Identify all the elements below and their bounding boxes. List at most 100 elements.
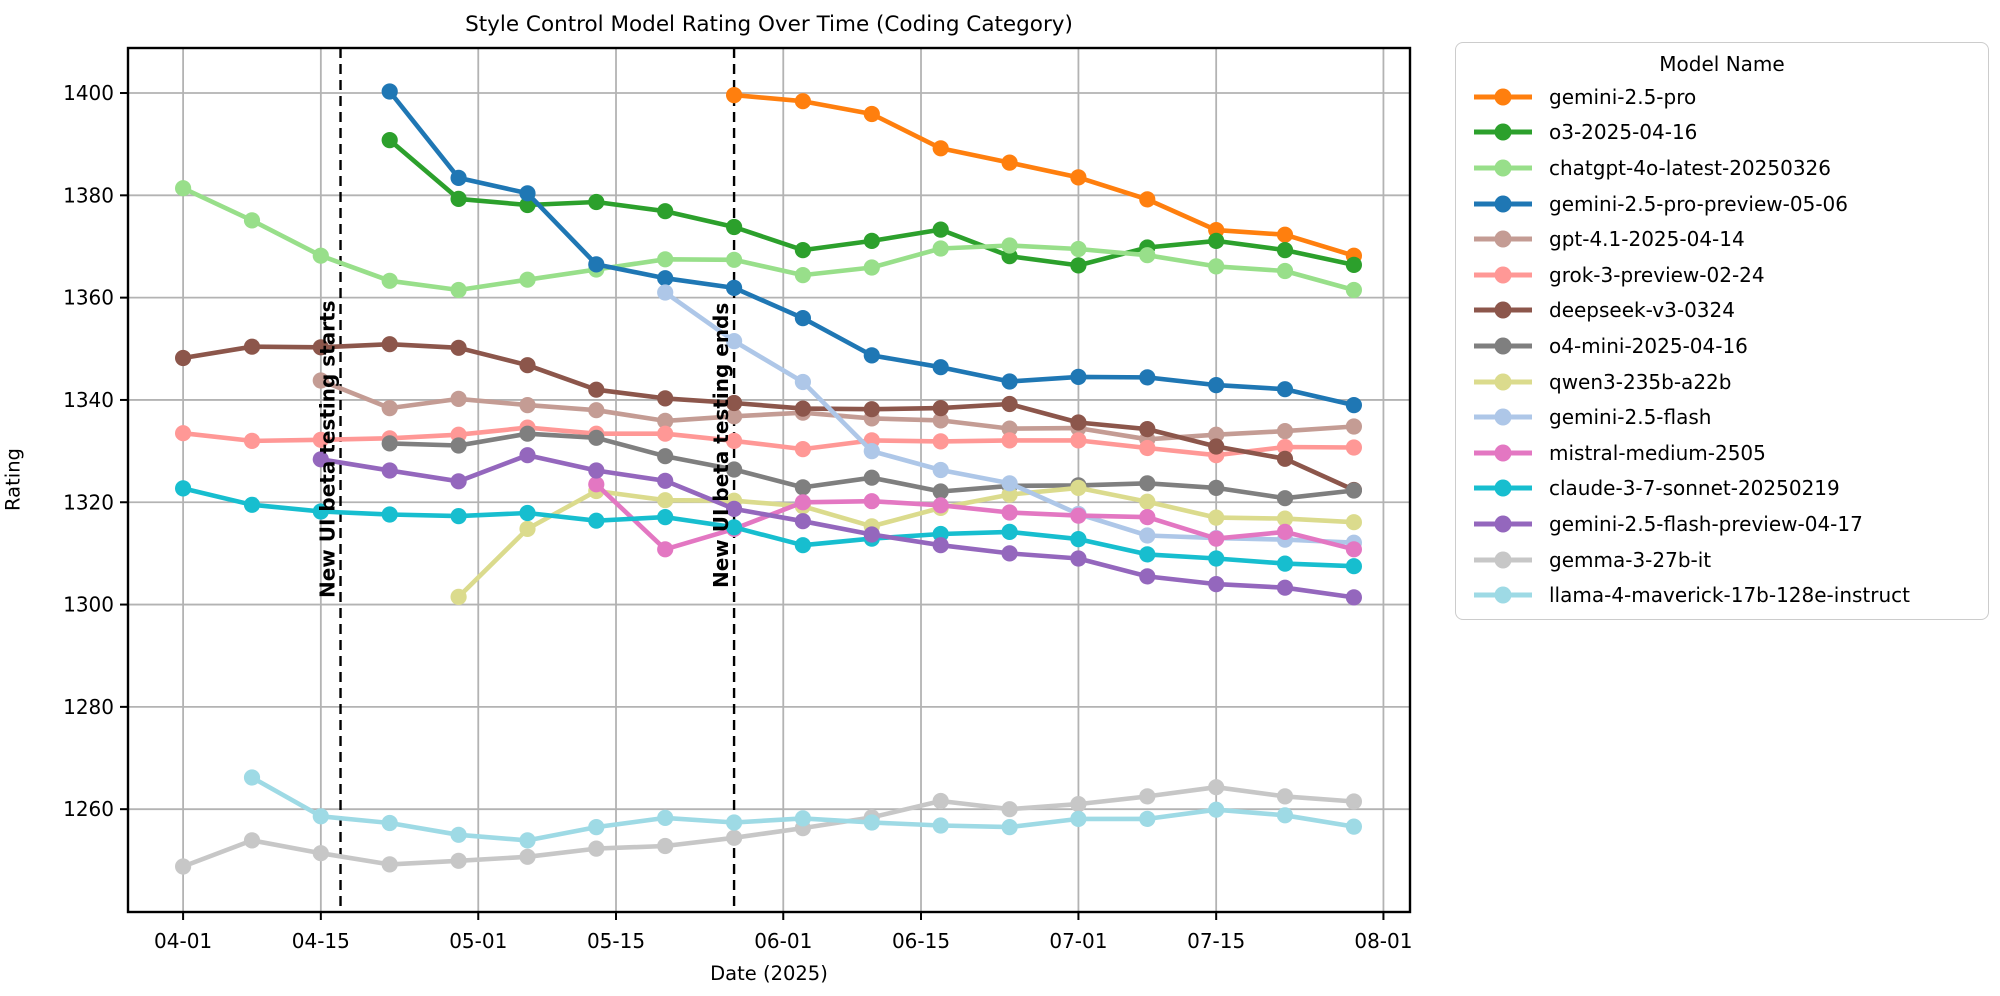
series-marker-gemini-2.5-pro-preview-05-06 <box>726 279 743 296</box>
series-marker-claude-3-7-sonnet-20250219 <box>932 525 949 543</box>
series-marker-gemini-2.5-flash-preview-04-17 <box>1139 568 1156 585</box>
series-line-deepseek-v3-0324 <box>180 341 1357 493</box>
series-marker-gemini-2.5-flash-preview-04-17 <box>863 526 880 543</box>
series-marker-gemma-3-27b-it <box>1276 788 1294 805</box>
legend-label: mistral-medium-2505 <box>1549 440 1766 465</box>
series-marker-gpt-4.1-2025-04-14 <box>932 412 949 429</box>
series-marker-o4-mini-2025-04-16 <box>381 435 398 452</box>
series-marker-gemini-2.5-pro <box>726 87 743 104</box>
legend-line-marker-icon <box>1474 230 1532 248</box>
series-marker-mistral-medium-2505 <box>1001 504 1018 521</box>
series-marker-grok-3-preview-02-24 <box>1070 432 1087 449</box>
series-marker-claude-3-7-sonnet-20250219 <box>519 504 536 522</box>
series-marker-gpt-4.1-2025-04-14 <box>588 402 605 419</box>
legend-item-gemini-2.5-flash: gemini-2.5-flash <box>1456 399 1988 435</box>
series-marker-chatgpt-4o-latest-20250326 <box>657 251 674 268</box>
legend-line-marker-icon <box>1474 195 1532 213</box>
series-marker-gpt-4.1-2025-04-14 <box>726 408 743 425</box>
series-marker-llama-4-maverick-17b-128e-instruct <box>932 817 949 834</box>
series-marker-llama-4-maverick-17b-128e-instruct <box>312 808 329 825</box>
series-marker-gemini-2.5-pro-preview-05-06 <box>519 185 536 202</box>
series-marker-mistral-medium-2505 <box>1070 507 1087 524</box>
series-line-gemini-2.5-flash-preview-04-17 <box>318 452 1357 600</box>
series-marker-deepseek-v3-0324 <box>381 336 398 353</box>
legend-item-llama-4-maverick-17b-128e-instruct: llama-4-maverick-17b-128e-instruct <box>1456 577 1988 613</box>
legend-item-gemini-2.5-pro-preview-05-06: gemini-2.5-pro-preview-05-06 <box>1456 186 1988 222</box>
series-marker-qwen3-235b-a22b <box>1345 514 1362 531</box>
series-marker-mistral-medium-2505 <box>1345 541 1362 558</box>
series-line-gemini-2.5-pro <box>731 92 1357 258</box>
series-marker-claude-3-7-sonnet-20250219 <box>1070 531 1087 548</box>
legend-label: qwen3-235b-a22b <box>1549 369 1732 394</box>
series-marker-gemini-2.5-flash <box>932 461 949 479</box>
series-marker-grok-3-preview-02-24 <box>175 425 192 442</box>
x-tick-label: 04-15 <box>292 929 350 953</box>
series-marker-o4-mini-2025-04-16 <box>726 461 743 478</box>
series-line-claude-3-7-sonnet-20250219 <box>180 486 1357 569</box>
series-marker-o4-mini-2025-04-16 <box>1345 482 1362 499</box>
series-marker-gemini-2.5-pro-preview-05-06 <box>1208 377 1225 394</box>
annotation-label: New UI beta testing starts <box>316 300 340 598</box>
x-tick-label: 08-01 <box>1354 929 1412 953</box>
series-marker-claude-3-7-sonnet-20250219 <box>312 503 329 520</box>
legend-line-marker-icon <box>1474 444 1532 462</box>
series-marker-gpt-4.1-2025-04-14 <box>312 372 329 389</box>
series-marker-gemini-2.5-flash <box>794 373 812 391</box>
series-marker-claude-3-7-sonnet-20250219 <box>381 506 398 523</box>
legend-label: gpt-4.1-2025-04-14 <box>1549 227 1745 252</box>
series-marker-gemini-2.5-pro-preview-05-06 <box>863 347 880 364</box>
series-marker-deepseek-v3-0324 <box>243 338 261 355</box>
series-marker-gemma-3-27b-it <box>450 852 467 869</box>
y-tick-label: 1340 <box>63 388 114 412</box>
series-marker-chatgpt-4o-latest-20250326 <box>519 271 536 288</box>
series-marker-chatgpt-4o-latest-20250326 <box>1276 262 1294 280</box>
series-marker-grok-3-preview-02-24 <box>1001 432 1018 449</box>
series-marker-gemma-3-27b-it <box>381 856 398 873</box>
series-marker-qwen3-235b-a22b <box>1208 509 1225 526</box>
series-marker-deepseek-v3-0324 <box>450 339 467 356</box>
series-marker-gemini-2.5-flash-preview-04-17 <box>657 472 674 489</box>
series-marker-grok-3-preview-02-24 <box>1139 439 1156 457</box>
x-tick-label: 05-15 <box>587 929 645 953</box>
series-marker-grok-3-preview-02-24 <box>1345 439 1362 456</box>
series-marker-deepseek-v3-0324 <box>1208 438 1225 455</box>
series-marker-deepseek-v3-0324 <box>312 339 329 356</box>
series-marker-gemini-2.5-pro <box>1070 169 1087 186</box>
legend-line-marker-icon <box>1474 551 1532 569</box>
x-tick-label: 06-15 <box>892 929 950 953</box>
series-marker-gemini-2.5-pro <box>1276 226 1294 243</box>
series-marker-gemini-2.5-flash-preview-04-17 <box>588 462 605 479</box>
series-marker-chatgpt-4o-latest-20250326 <box>932 240 949 257</box>
series-marker-gemma-3-27b-it <box>1345 793 1362 810</box>
series-marker-llama-4-maverick-17b-128e-instruct <box>588 819 605 836</box>
series-marker-o4-mini-2025-04-16 <box>1276 490 1294 507</box>
x-tick-label: 04-01 <box>154 929 212 953</box>
series-marker-qwen3-235b-a22b <box>1070 479 1087 496</box>
legend-item-deepseek-v3-0324: deepseek-v3-0324 <box>1456 293 1988 329</box>
series-marker-gpt-4.1-2025-04-14 <box>1276 423 1294 440</box>
legend: Model Name gemini-2.5-pro o3-2025-04-16 ch… <box>1455 42 1989 620</box>
y-tick-label: 1380 <box>63 183 114 207</box>
series-marker-gemini-2.5-pro <box>1139 191 1156 208</box>
series-marker-mistral-medium-2505 <box>588 476 605 493</box>
legend-item-gemma-3-27b-it: gemma-3-27b-it <box>1456 542 1988 578</box>
series-marker-claude-3-7-sonnet-20250219 <box>243 496 261 513</box>
series-marker-o4-mini-2025-04-16 <box>1208 479 1225 496</box>
series-marker-claude-3-7-sonnet-20250219 <box>1345 558 1362 575</box>
series-marker-chatgpt-4o-latest-20250326 <box>312 247 329 264</box>
series-marker-gemini-2.5-pro <box>932 140 949 157</box>
series-marker-claude-3-7-sonnet-20250219 <box>794 537 812 554</box>
series-marker-grok-3-preview-02-24 <box>726 432 743 449</box>
legend-title: Model Name <box>1659 52 1785 76</box>
legend-items: gemini-2.5-pro o3-2025-04-16 chatgpt-4o-la… <box>1456 79 1988 613</box>
series-marker-o3-2025-04-16 <box>1345 256 1362 273</box>
legend-item-gpt-4.1-2025-04-14: gpt-4.1-2025-04-14 <box>1456 221 1988 257</box>
legend-label: o4-mini-2025-04-16 <box>1549 333 1748 358</box>
series-marker-o4-mini-2025-04-16 <box>863 469 880 486</box>
series-marker-o3-2025-04-16 <box>657 203 674 220</box>
legend-item-mistral-medium-2505: mistral-medium-2505 <box>1456 435 1988 471</box>
legend-item-o4-mini-2025-04-16: o4-mini-2025-04-16 <box>1456 328 1988 364</box>
series-marker-llama-4-maverick-17b-128e-instruct <box>1001 819 1018 836</box>
series-marker-gemma-3-27b-it <box>312 845 329 862</box>
series-marker-gemma-3-27b-it <box>1139 788 1156 805</box>
